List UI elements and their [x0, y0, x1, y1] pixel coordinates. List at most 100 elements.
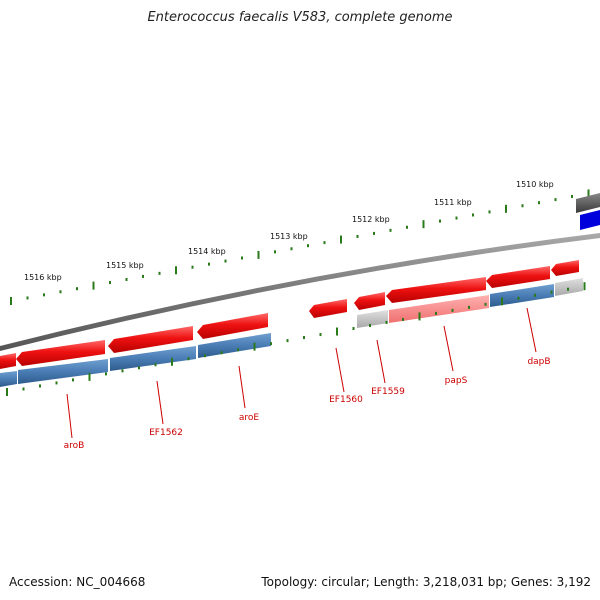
leader-line	[376, 339, 386, 384]
major-tick	[340, 235, 342, 244]
gene-label-dapb: dapB	[527, 357, 550, 367]
minor-tick	[455, 216, 458, 220]
major-tick	[587, 189, 590, 198]
minor-tick	[142, 274, 144, 278]
minor-tick	[451, 308, 454, 312]
minor-tick	[191, 265, 194, 269]
cds-arrow	[108, 326, 193, 353]
minor-tick	[220, 351, 223, 355]
scale-label: 1513 kbp	[270, 232, 308, 241]
major-tick	[505, 204, 507, 213]
minor-tick	[39, 384, 41, 388]
gene-label-aroe: aroE	[239, 413, 260, 423]
major-tick	[175, 266, 177, 275]
scale-label: 1516 kbp	[24, 273, 62, 282]
cds-arrow	[386, 277, 486, 303]
gene-label-arob: aroB	[64, 441, 85, 451]
minor-tick	[472, 213, 474, 217]
minor-tick	[154, 363, 157, 367]
minor-tick	[439, 219, 441, 223]
minor-tick	[352, 327, 355, 331]
cds-arrow	[0, 353, 16, 369]
major-tick	[10, 297, 12, 305]
gene-leaders	[66, 307, 537, 439]
minor-tick	[435, 311, 437, 315]
minor-tick	[373, 231, 375, 235]
minor-tick	[55, 381, 58, 385]
gene-track	[0, 278, 583, 387]
minor-tick	[323, 241, 326, 245]
gene-bar	[0, 371, 17, 387]
minor-tick	[550, 290, 553, 294]
minor-tick	[59, 290, 62, 294]
minor-tick	[303, 336, 305, 340]
gene-label-ef1560: EF1560	[329, 395, 363, 405]
gene-labels: aroB EF1562 aroE EF1560 EF1559 papS dapB	[64, 357, 551, 451]
gene-bar	[555, 278, 583, 296]
scale-label: 1510 kbp	[516, 180, 554, 189]
minor-tick	[204, 354, 206, 358]
minor-tick	[538, 201, 540, 205]
minor-tick	[356, 234, 359, 238]
minor-tick	[468, 305, 470, 309]
gene-bar	[490, 284, 554, 307]
minor-tick	[72, 378, 74, 382]
minor-tick	[521, 204, 524, 208]
cds-arrow	[354, 292, 385, 310]
map-title: Enterococcus faecalis V583, complete gen…	[147, 10, 453, 25]
leader-line	[526, 307, 537, 353]
minor-tick	[567, 287, 569, 291]
leader-line	[443, 325, 454, 372]
minor-tick	[125, 277, 128, 281]
minor-tick	[105, 372, 107, 376]
minor-tick	[307, 244, 309, 248]
minor-tick	[224, 259, 227, 263]
major-tick	[92, 281, 95, 290]
major-tick	[171, 357, 173, 366]
scale-labels: 1516 kbp 1515 kbp 1514 kbp 1513 kbp 1512…	[24, 180, 554, 282]
leader-line	[156, 380, 164, 425]
gene-bar	[110, 346, 196, 371]
minor-tick	[26, 296, 29, 300]
gene-label-paps: papS	[445, 376, 468, 386]
scale-label: 1512 kbp	[352, 215, 390, 224]
cds-arrow	[309, 299, 347, 318]
minor-tick	[406, 225, 408, 229]
minor-tick	[402, 317, 404, 321]
minor-tick	[554, 198, 557, 202]
leader-line	[335, 347, 345, 393]
gene-bar	[198, 333, 271, 358]
minor-tick	[385, 320, 388, 324]
major-tick	[6, 388, 8, 396]
major-tick	[422, 220, 425, 229]
minor-tick	[241, 256, 243, 260]
major-tick	[336, 327, 338, 336]
minor-tick	[389, 228, 392, 232]
major-tick	[257, 250, 260, 259]
cds-arrow	[551, 260, 579, 276]
gene-bar	[389, 295, 489, 323]
inner-tick-row	[6, 282, 586, 396]
major-tick	[501, 297, 503, 306]
minor-tick	[270, 342, 272, 346]
minor-tick	[290, 247, 293, 251]
minor-tick	[571, 195, 573, 199]
scale-label: 1515 kbp	[106, 261, 144, 270]
minor-tick	[517, 296, 520, 300]
major-tick	[253, 342, 256, 351]
minor-tick	[488, 210, 491, 214]
gene-label-ef1562: EF1562	[149, 428, 183, 438]
minor-tick	[121, 369, 124, 373]
minor-tick	[319, 333, 322, 337]
minor-tick	[109, 281, 111, 285]
minor-tick	[534, 293, 536, 297]
dark-feature	[576, 193, 600, 213]
gene-bar	[357, 310, 388, 328]
minor-tick	[274, 250, 276, 254]
genome-stats-text: Topology: circular; Length: 3,218,031 bp…	[261, 575, 591, 589]
minor-tick	[484, 302, 487, 306]
scale-label: 1511 kbp	[434, 198, 472, 207]
major-tick	[418, 312, 421, 321]
scale-label: 1514 kbp	[188, 247, 226, 256]
